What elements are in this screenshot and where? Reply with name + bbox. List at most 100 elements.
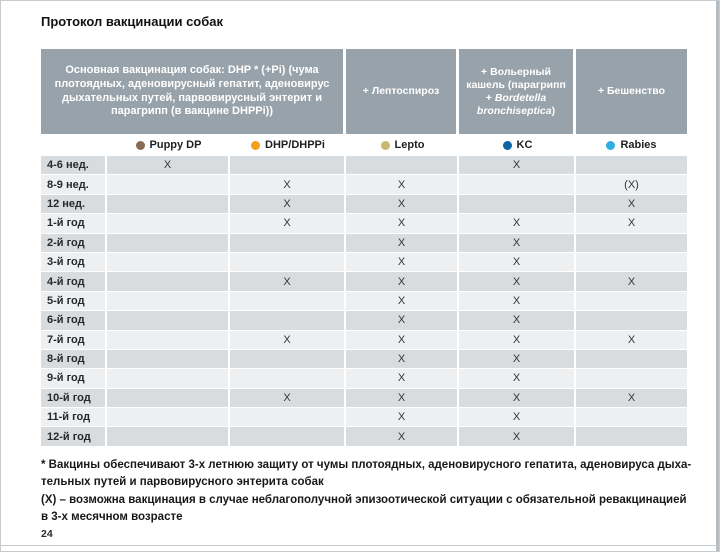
- page-edge-right: [716, 1, 719, 551]
- row-label: 8-9 нед.: [41, 175, 107, 195]
- mark-cell-lepto: X: [346, 291, 459, 312]
- mark-cell-dhp: [230, 408, 346, 428]
- table-row: 3-й год X X: [41, 252, 687, 273]
- mark-cell-rabies: [576, 233, 687, 253]
- mark-cell-kc: X: [459, 388, 576, 409]
- header-kennel-cough: + Вольерный кашель (парагрипп + Bordetel…: [459, 49, 576, 134]
- mark-cell-rabies: [576, 156, 687, 176]
- legend-item-dhp: DHP/DHPPi: [230, 139, 346, 151]
- mark-cell-rabies: X: [576, 194, 687, 215]
- mark-cell-dhp: X: [230, 214, 346, 234]
- row-label: 12-й год: [41, 427, 107, 447]
- row-label: 3-й год: [41, 252, 107, 273]
- table-row: 6-й год X X: [41, 311, 687, 331]
- dhp-dot-icon: [251, 140, 261, 150]
- mark-cell-kc: X: [459, 272, 576, 292]
- mark-cell-kc: X: [459, 349, 576, 370]
- mark-cell-lepto: X: [346, 388, 459, 409]
- row-label: 12 нед.: [41, 194, 107, 215]
- mark-cell-kc: X: [459, 214, 576, 234]
- table-row: 4-6 нед. X X: [41, 156, 687, 176]
- legend-row: Puppy DP DHP/DHPPi Lepto KC Rabies: [41, 134, 687, 156]
- page-edge-bottom: [1, 545, 719, 546]
- mark-cell-lepto: X: [346, 408, 459, 428]
- mark-cell-kc: [459, 194, 576, 215]
- legend-label: KC: [516, 139, 533, 151]
- mark-cell-puppy: [107, 311, 230, 331]
- mark-cell-lepto: X: [346, 233, 459, 253]
- mark-cell-lepto: X: [346, 369, 459, 389]
- row-label: 2-й год: [41, 233, 107, 253]
- mark-cell-puppy: [107, 388, 230, 409]
- table-row: 10-й год X X X X: [41, 388, 687, 409]
- mark-cell-kc: X: [459, 252, 576, 273]
- table-row: 12 нед. X X X: [41, 194, 687, 215]
- mark-cell-puppy: [107, 408, 230, 428]
- row-label: 7-й год: [41, 330, 107, 350]
- mark-cell-puppy: [107, 233, 230, 253]
- mark-cell-dhp: [230, 252, 346, 273]
- mark-cell-puppy: [107, 194, 230, 215]
- mark-cell-dhp: X: [230, 272, 346, 292]
- mark-cell-puppy: [107, 349, 230, 370]
- table-row: 2-й год X X: [41, 233, 687, 253]
- mark-cell-rabies: [576, 369, 687, 389]
- legend-item-puppy: Puppy DP: [107, 139, 230, 151]
- legend-label: Rabies: [620, 139, 657, 151]
- row-label: 4-й год: [41, 272, 107, 292]
- mark-cell-lepto: X: [346, 175, 459, 195]
- mark-cell-kc: X: [459, 233, 576, 253]
- mark-cell-kc: [459, 175, 576, 195]
- row-label: 10-й год: [41, 388, 107, 409]
- table-header: Основная вакцинация собак: DHP * (+Pi) (…: [41, 49, 687, 134]
- mark-cell-lepto: X: [346, 272, 459, 292]
- row-label: 11-й год: [41, 408, 107, 428]
- mark-cell-rabies: [576, 349, 687, 370]
- mark-cell-dhp: X: [230, 388, 346, 409]
- table-row: 11-й год X X: [41, 408, 687, 428]
- mark-cell-kc: X: [459, 156, 576, 176]
- mark-cell-rabies: [576, 311, 687, 331]
- table-row: 5-й год X X: [41, 291, 687, 312]
- mark-cell-lepto: X: [346, 214, 459, 234]
- mark-cell-puppy: X: [107, 156, 230, 176]
- mark-cell-dhp: [230, 369, 346, 389]
- mark-cell-puppy: [107, 175, 230, 195]
- footnote-line: в 3-х месячном возрасте: [41, 511, 183, 524]
- puppy-dot-icon: [135, 140, 145, 150]
- header-kennel-cough-text: + Вольерный кашель (парагрипп + Bordetel…: [466, 65, 566, 117]
- mark-cell-rabies: X: [576, 330, 687, 350]
- legend-label: Puppy DP: [149, 139, 202, 151]
- mark-cell-dhp: X: [230, 330, 346, 350]
- mark-cell-dhp: [230, 427, 346, 447]
- footnote-line: тельных путей и парвовирусного энтерита …: [41, 476, 324, 489]
- mark-cell-kc: X: [459, 311, 576, 331]
- mark-cell-lepto: X: [346, 349, 459, 370]
- mark-cell-puppy: [107, 427, 230, 447]
- table-row: 1-й год X X X X: [41, 214, 687, 234]
- legend-item-kc: KC: [459, 139, 576, 151]
- footnote: (X) – возможна вакцинация в случае небла…: [41, 492, 701, 527]
- table-row: 7-й год X X X X: [41, 330, 687, 350]
- mark-cell-puppy: [107, 291, 230, 312]
- vaccination-table: Основная вакцинация собак: DHP * (+Pi) (…: [41, 49, 687, 447]
- row-label: 4-6 нед.: [41, 156, 107, 176]
- mark-cell-rabies: X: [576, 272, 687, 292]
- mark-cell-puppy: [107, 214, 230, 234]
- mark-cell-lepto: [346, 156, 459, 176]
- header-leptospirosis: + Лептоспироз: [346, 49, 459, 134]
- kc-dot-icon: [502, 140, 512, 150]
- mark-cell-lepto: X: [346, 427, 459, 447]
- mark-cell-dhp: [230, 349, 346, 370]
- header-core-vaccination: Основная вакцинация собак: DHP * (+Pi) (…: [41, 49, 346, 134]
- mark-cell-lepto: X: [346, 330, 459, 350]
- mark-cell-rabies: [576, 291, 687, 312]
- page-number: 24: [41, 528, 53, 540]
- legend-item-lepto: Lepto: [346, 139, 459, 151]
- mark-cell-dhp: [230, 291, 346, 312]
- mark-cell-puppy: [107, 369, 230, 389]
- mark-cell-lepto: X: [346, 311, 459, 331]
- mark-cell-dhp: [230, 233, 346, 253]
- mark-cell-dhp: X: [230, 194, 346, 215]
- mark-cell-rabies: [576, 427, 687, 447]
